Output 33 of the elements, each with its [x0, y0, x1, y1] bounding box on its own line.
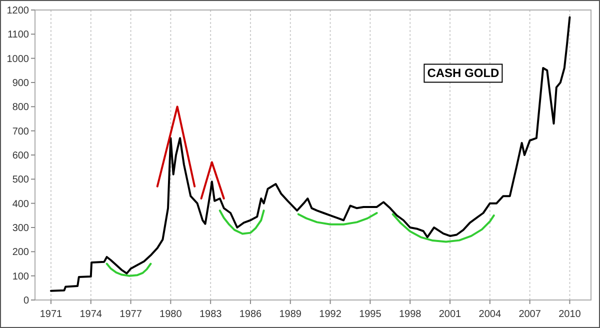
line-series	[392, 213, 495, 243]
y-tick-label: 0	[23, 296, 30, 306]
y-tick-label: 1100	[7, 30, 30, 41]
y-tick-label: 300	[12, 223, 30, 234]
line-series	[218, 210, 265, 235]
y-tick-label: 600	[12, 150, 30, 162]
text: CASH GOLD	[427, 66, 500, 80]
x-tick-label: 1977	[120, 309, 142, 320]
y-tick-label: 500	[12, 174, 30, 186]
x-tick-label: 1980	[160, 309, 182, 320]
y-tick-label: 1000	[6, 54, 30, 65]
y-tick-label: 900	[12, 78, 30, 89]
line-series	[106, 262, 152, 277]
x-tick-label: 2001	[438, 309, 462, 320]
x-tick-label: 1986	[239, 309, 262, 320]
y-tick-label: 400	[12, 198, 30, 210]
x-tick-label: 1971	[40, 309, 63, 320]
y-tick-label: 800	[12, 102, 30, 114]
x-tick-label: 1974	[80, 309, 102, 320]
y-tick-label: 700	[12, 126, 30, 138]
y-tick-label: 1200	[6, 6, 30, 16]
x-tick-label: 2007	[518, 309, 542, 320]
x-tick-label: 1983	[199, 309, 222, 320]
x-tick-label: 1995	[359, 309, 382, 320]
line-series	[50, 16, 571, 292]
x-tick-label: 2010	[558, 309, 582, 320]
line-series	[297, 212, 378, 226]
x-tick-label: 1998	[398, 309, 422, 320]
y-tick-label: 200	[12, 247, 30, 258]
x-tick-label: 2004	[478, 309, 502, 320]
y-tick-label: 100	[12, 271, 30, 282]
x-tick-label: 1992	[319, 309, 342, 320]
x-tick-label: 1989	[279, 309, 302, 320]
